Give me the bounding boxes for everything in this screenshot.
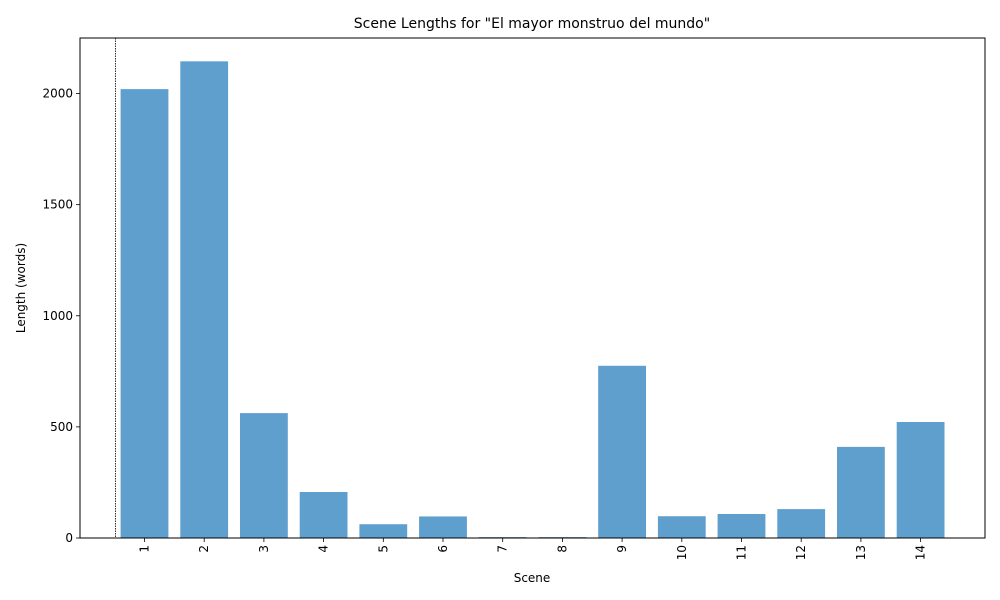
bar-scene-6	[419, 516, 467, 538]
y-tick-label: 1500	[42, 198, 73, 212]
bar-scene-2	[180, 61, 229, 538]
x-tick-label: 5	[376, 545, 390, 553]
x-tick-label: 11	[735, 545, 749, 560]
x-tick-label: 12	[794, 545, 808, 560]
bar-scene-11	[717, 514, 766, 538]
x-ticks-group: 1 2 3 4 5 6 7 8 9 10 11 12 13 14	[138, 538, 928, 560]
bar-scene-10	[657, 516, 706, 538]
bar-scene-13	[837, 446, 885, 538]
x-tick-label: 9	[615, 545, 629, 553]
y-tick-label: 1000	[42, 309, 73, 323]
bars-group	[120, 61, 945, 539]
x-tick-label: 3	[257, 545, 271, 553]
bar-scene-5	[359, 524, 408, 538]
y-tick-label: 2000	[42, 87, 73, 101]
x-tick-label: 8	[555, 545, 569, 553]
bar-scene-14	[896, 422, 945, 538]
bar-scene-3	[240, 413, 288, 538]
x-tick-label: 2	[197, 545, 211, 553]
x-tick-label: 7	[496, 545, 510, 553]
y-tick-label: 500	[50, 420, 73, 434]
bar-scene-9	[598, 365, 646, 538]
plot-frame	[79, 37, 986, 539]
x-tick-label: 10	[675, 545, 689, 560]
x-tick-label: 6	[436, 545, 450, 553]
bar-scene-4	[299, 492, 348, 538]
x-tick-label: 4	[317, 545, 331, 553]
y-axis-label: Length (words)	[14, 243, 28, 333]
bar-scene-12	[777, 509, 826, 538]
x-tick-label: 1	[138, 545, 152, 553]
x-tick-label: 14	[914, 545, 928, 560]
chart-title: Scene Lengths for "El mayor monstruo del…	[354, 16, 710, 32]
x-tick-label: 13	[854, 545, 868, 560]
x-axis-label: Scene	[514, 571, 551, 585]
y-tick-label: 0	[65, 531, 73, 545]
y-ticks-group: 0 500 1000 1500 2000	[42, 87, 80, 545]
bar-scene-1	[120, 89, 169, 539]
